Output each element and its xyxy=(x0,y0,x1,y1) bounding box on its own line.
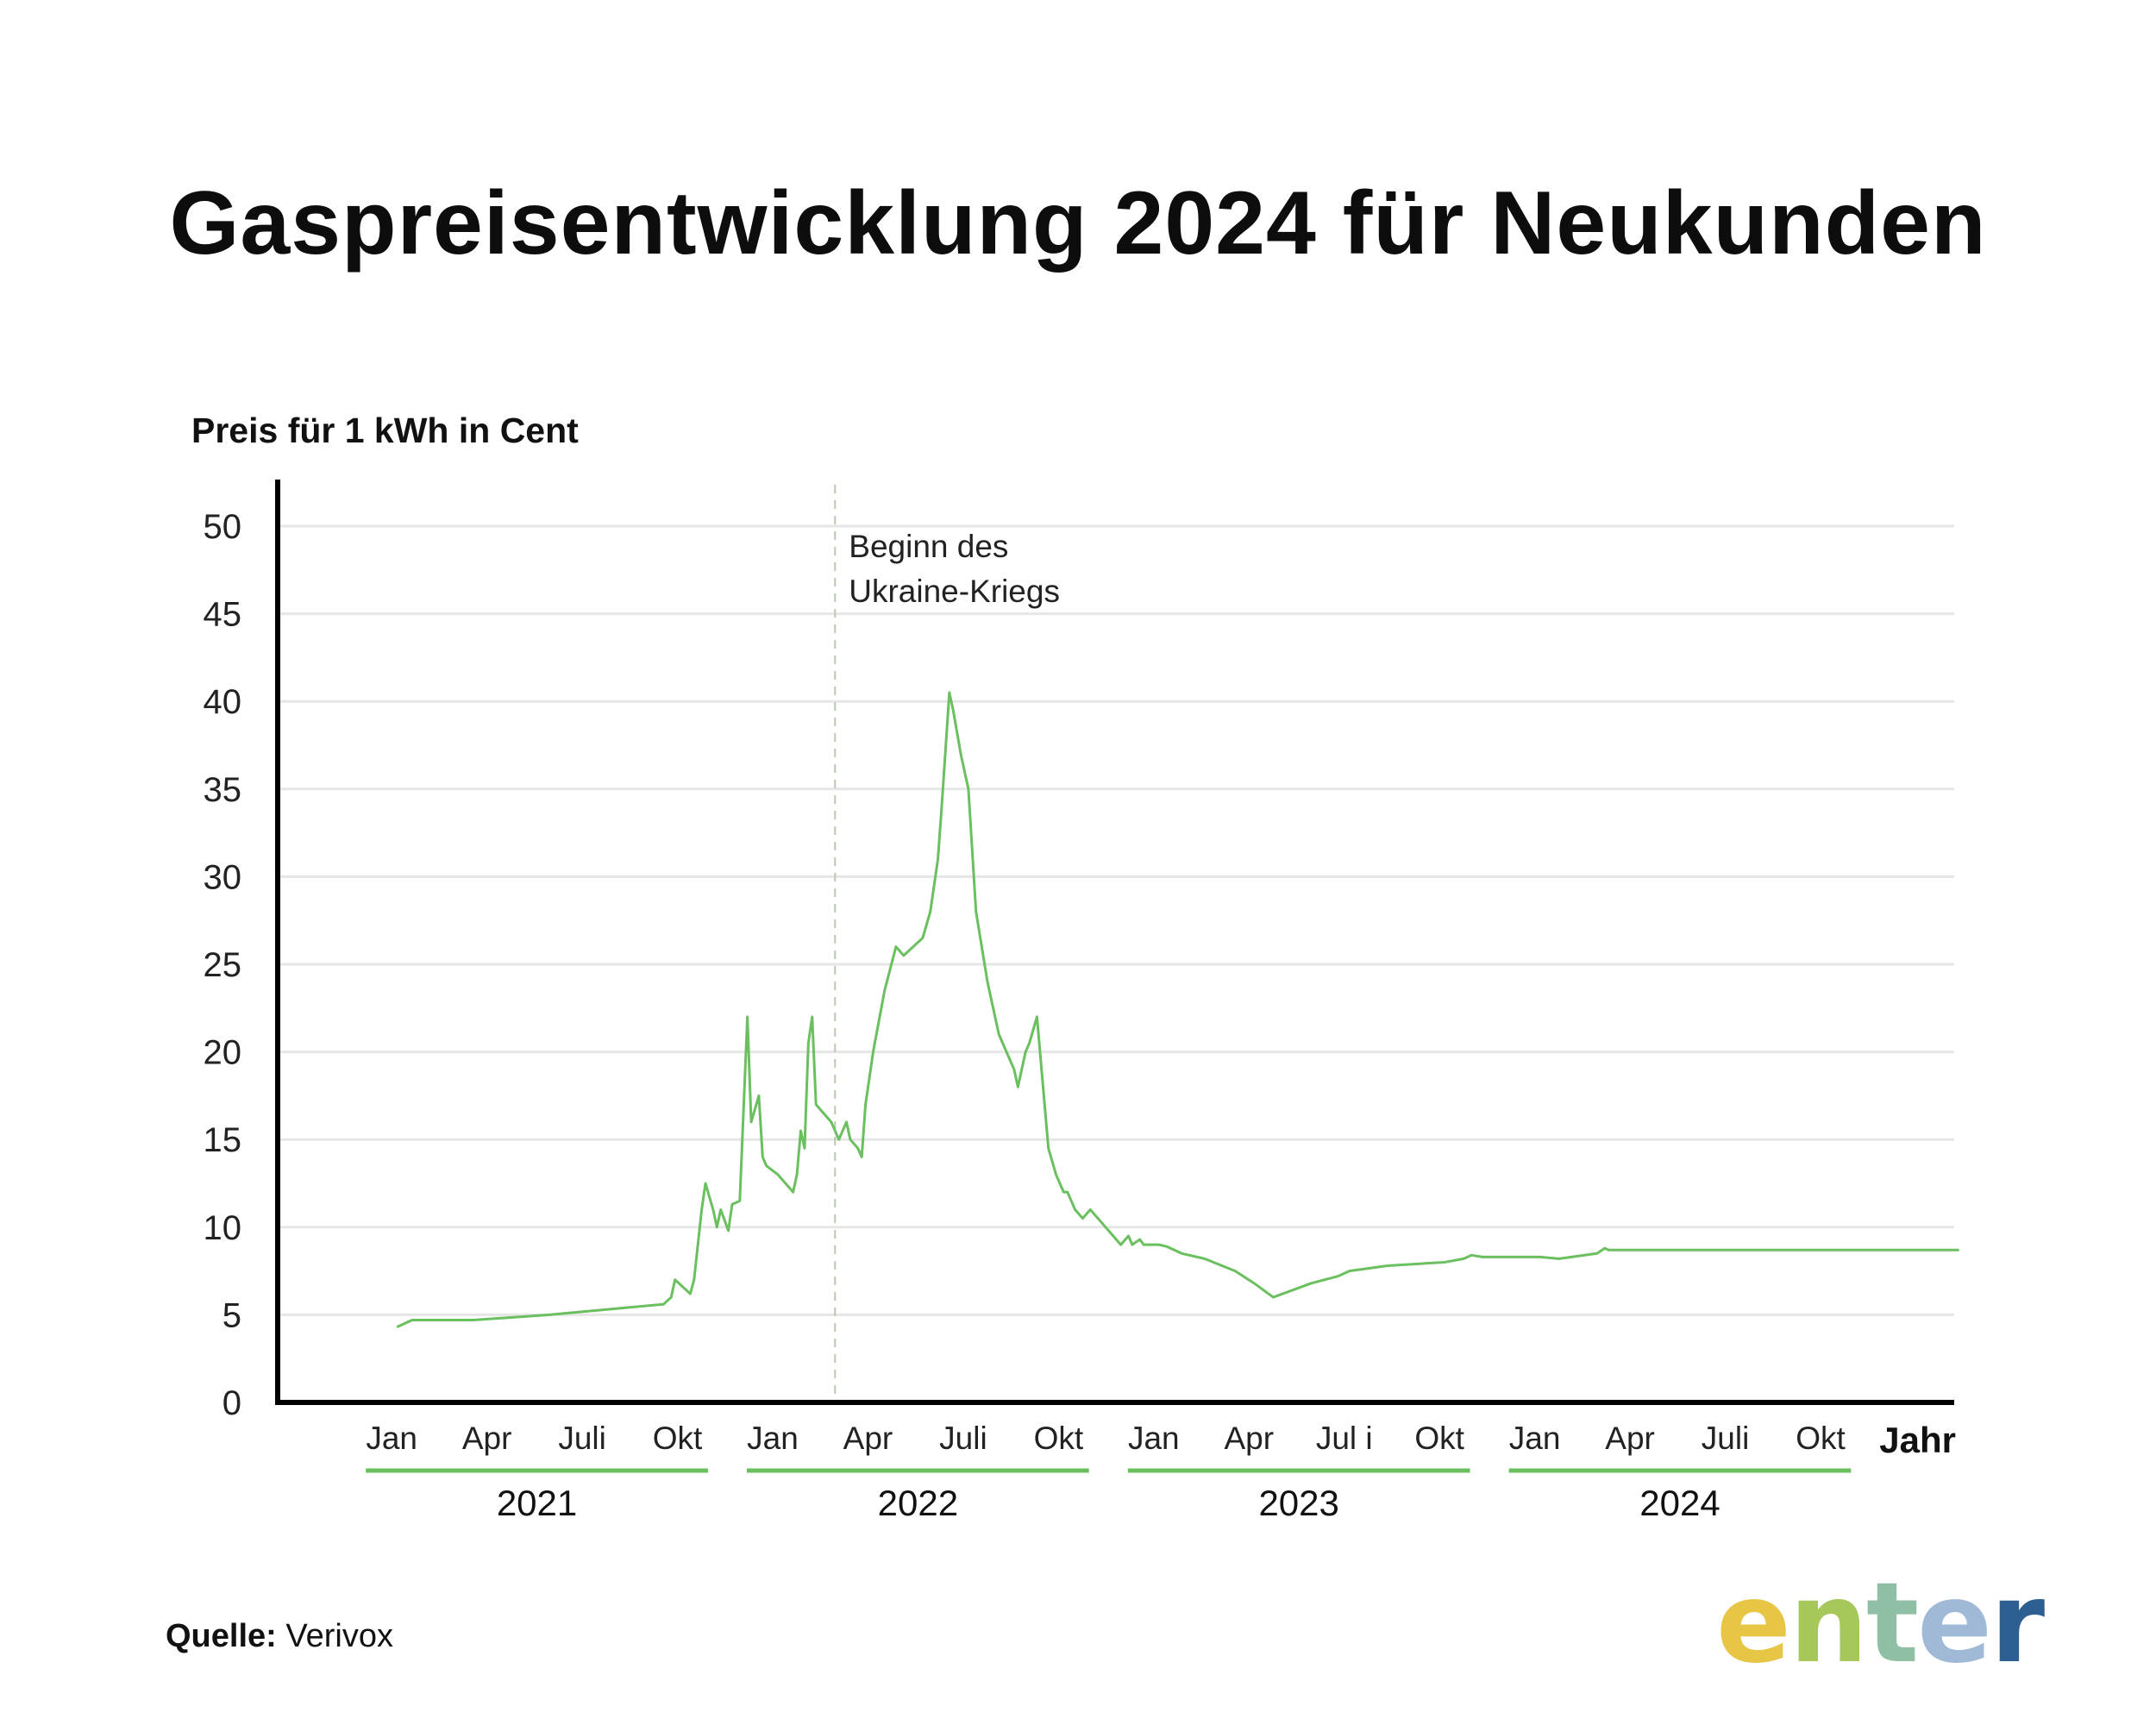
x-tick-label: Jul i xyxy=(1316,1421,1373,1456)
y-tick-label: 15 xyxy=(204,1121,242,1159)
x-tick-label: Okt xyxy=(1414,1421,1464,1456)
year-groups: 2021 2022 2023 2024 xyxy=(366,1468,1852,1523)
x-tick-label: Jan xyxy=(1509,1421,1561,1456)
y-tick-label: 35 xyxy=(204,771,242,809)
y-tick-label: 40 xyxy=(204,683,242,721)
y-tick-label: 5 xyxy=(222,1296,241,1334)
y-tick-label: 10 xyxy=(204,1209,242,1247)
axes xyxy=(275,480,1954,1405)
x-tick-label: Okt xyxy=(1796,1421,1846,1456)
x-tick-label: Juli xyxy=(939,1421,987,1456)
y-tick-label: 50 xyxy=(204,508,242,546)
logo-letter: e xyxy=(1917,1559,1992,1688)
y-tick-label: 25 xyxy=(204,946,242,984)
x-axis-title: Jahr xyxy=(1879,1420,1956,1460)
x-tick-label: Juli xyxy=(1702,1421,1750,1456)
source-note: Quelle: Verivox xyxy=(166,1618,393,1655)
year-label: 2023 xyxy=(1258,1483,1338,1523)
brand-logo: enter xyxy=(1716,1559,2045,1688)
y-tick-label: 20 xyxy=(204,1034,242,1072)
annotation-text: Ukraine-Kriegs xyxy=(849,574,1060,609)
x-tick-label: Apr xyxy=(1224,1421,1274,1456)
y-tick-label: 30 xyxy=(204,858,242,896)
x-tick-label: Apr xyxy=(462,1421,512,1456)
x-tick-label: Jan xyxy=(366,1421,417,1456)
annotation: Beginn des Ukraine-Kriegs xyxy=(834,485,1060,1402)
source-value: Verivox xyxy=(285,1618,393,1654)
x-tick-label: Juli xyxy=(558,1421,606,1456)
logo-letter: r xyxy=(1990,1559,2045,1688)
year-label: 2021 xyxy=(497,1483,577,1523)
x-tick-label: Okt xyxy=(653,1421,703,1456)
x-tick-label: Apr xyxy=(1605,1421,1655,1456)
x-tick-label: Apr xyxy=(843,1421,893,1456)
year-label: 2022 xyxy=(878,1483,958,1523)
x-tick-label: Jan xyxy=(1128,1421,1180,1456)
grid-lines xyxy=(278,524,1954,1316)
y-axis-title: Preis für 1 kWh in Cent xyxy=(191,411,579,450)
logo-letter: t xyxy=(1865,1559,1919,1688)
y-tick-label: 45 xyxy=(204,596,242,634)
price-series-line xyxy=(396,691,1959,1328)
logo-letter: e xyxy=(1716,1559,1791,1688)
annotation-text: Beginn des xyxy=(849,529,1008,564)
series-layer xyxy=(396,691,1959,1328)
x-tick-label: Okt xyxy=(1034,1421,1084,1456)
source-label: Quelle: xyxy=(166,1618,277,1654)
x-tick-label: Jan xyxy=(747,1421,799,1456)
tick-labels: 0 5 10 15 20 25 30 35 40 45 50 Jan Apr Juli Okt Jan Apr J… xyxy=(204,508,1957,1460)
chart-title: Gaspreisentwicklung 2024 für Neukunden xyxy=(169,173,1987,273)
logo-letter: n xyxy=(1789,1559,1868,1688)
year-label: 2024 xyxy=(1639,1483,1720,1523)
y-tick-label: 0 xyxy=(222,1384,241,1422)
